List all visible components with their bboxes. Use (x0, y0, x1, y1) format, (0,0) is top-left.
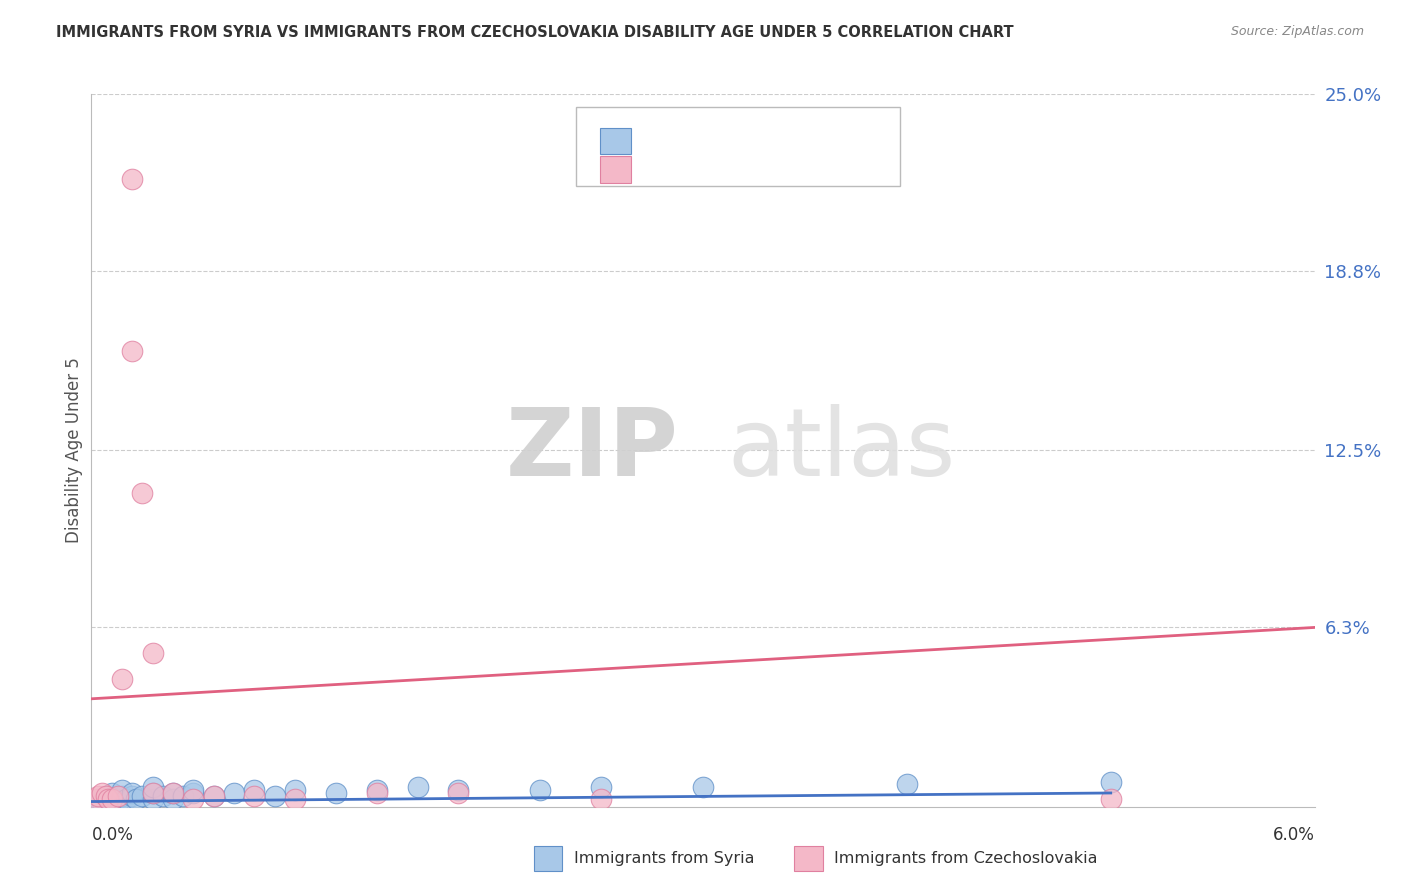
Point (107, 789, 129, 803)
Point (162, 786, 184, 800)
Text: 6.0%: 6.0% (1272, 826, 1315, 844)
Point (183, 786, 205, 800)
Point (111, 789, 134, 803)
Point (183, 791, 205, 805)
Point (94, 789, 117, 803)
Point (202, 789, 225, 803)
Point (152, 789, 174, 803)
Text: Immigrants from Syria: Immigrants from Syria (574, 851, 754, 865)
Point (447, 783, 470, 797)
Text: ZIP: ZIP (506, 404, 679, 497)
Point (104, 791, 127, 805)
Point (141, 646, 165, 660)
Point (162, 786, 184, 800)
Point (101, 791, 124, 805)
Point (84, 795, 107, 809)
Point (121, 786, 143, 800)
Point (107, 795, 129, 809)
Point (325, 786, 347, 800)
Point (141, 786, 165, 800)
Point (591, 780, 613, 795)
Point (284, 783, 307, 797)
Point (121, 789, 143, 803)
Point (101, 786, 124, 800)
Point (97, 791, 120, 805)
Point (84, 791, 107, 805)
Point (141, 780, 165, 795)
Point (172, 789, 194, 803)
Point (141, 786, 165, 800)
Point (529, 783, 551, 797)
Y-axis label: Disability Age Under 5: Disability Age Under 5 (65, 358, 83, 543)
Point (284, 791, 307, 805)
Point (86, 789, 108, 803)
Point (366, 783, 388, 797)
Text: IMMIGRANTS FROM SYRIA VS IMMIGRANTS FROM CZECHOSLOVAKIA DISABILITY AGE UNDER 5 C: IMMIGRANTS FROM SYRIA VS IMMIGRANTS FROM… (56, 25, 1014, 40)
Point (243, 789, 266, 803)
Point (111, 783, 134, 797)
Text: Source: ZipAtlas.com: Source: ZipAtlas.com (1230, 25, 1364, 38)
Text: Immigrants from Czechoslovakia: Immigrants from Czechoslovakia (834, 851, 1097, 865)
Point (1099, 774, 1122, 789)
Point (162, 791, 184, 805)
Point (90, 786, 112, 800)
Point (264, 789, 287, 803)
Point (86, 791, 108, 805)
Point (94, 789, 117, 803)
Point (131, 789, 153, 803)
Text: R = 0.236   N = 38: R = 0.236 N = 38 (645, 130, 803, 149)
Point (131, 486, 153, 500)
Point (692, 780, 714, 795)
Point (896, 777, 918, 791)
Point (97, 791, 120, 805)
Point (121, 343, 143, 358)
Point (121, 172, 143, 186)
Point (366, 786, 388, 800)
Point (90, 795, 112, 809)
Point (591, 791, 613, 805)
Point (202, 789, 225, 803)
Point (141, 791, 165, 805)
Text: 0.0%: 0.0% (91, 826, 134, 844)
Point (125, 791, 148, 805)
Point (243, 783, 266, 797)
Point (115, 791, 138, 805)
Point (224, 786, 246, 800)
Point (406, 780, 429, 795)
Point (111, 672, 134, 686)
Point (183, 783, 205, 797)
Text: atlas: atlas (727, 404, 956, 497)
Point (1099, 791, 1122, 805)
Point (447, 786, 470, 800)
Text: R = 0.072   N = 22: R = 0.072 N = 22 (645, 159, 803, 178)
